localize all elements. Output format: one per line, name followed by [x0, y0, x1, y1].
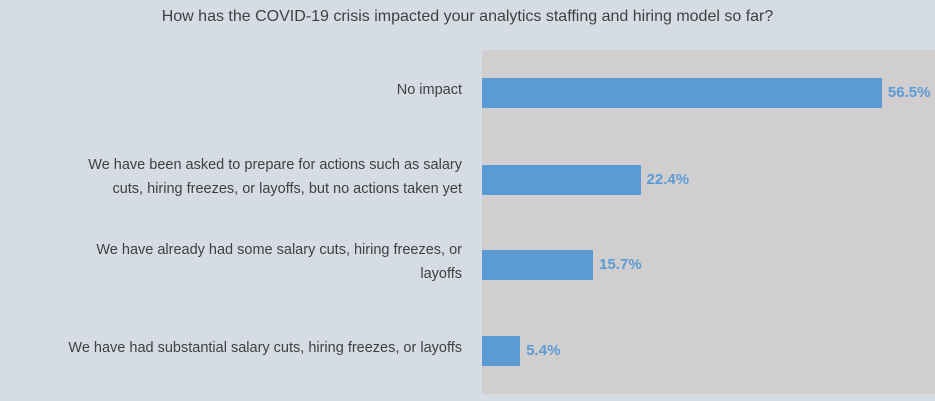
data-label: 15.7%	[599, 256, 642, 273]
category-label: We have been asked to prepare for action…	[0, 153, 462, 201]
chart-title: How has the COVID-19 crisis impacted you…	[161, 8, 774, 25]
category-label: We have already had some salary cuts, hi…	[0, 238, 462, 286]
bar	[482, 78, 882, 108]
data-label: 56.5%	[887, 84, 931, 101]
data-label: 5.4%	[526, 342, 561, 359]
category-label-line: cuts, hiring freezes, or layoffs, but no…	[112, 181, 462, 197]
bar	[482, 165, 641, 195]
category-label: We have had substantial salary cuts, hir…	[0, 336, 462, 360]
category-label-line: We have had substantial salary cuts, hir…	[68, 340, 462, 356]
bar	[482, 336, 521, 366]
category-label-line: layoffs	[420, 266, 462, 282]
category-label-line: No impact	[396, 82, 462, 98]
category-label-line: We have already had some salary cuts, hi…	[96, 242, 462, 258]
category-label: No impact	[0, 78, 462, 102]
category-label-line: We have been asked to prepare for action…	[88, 157, 462, 173]
data-label: 22.4%	[646, 171, 690, 188]
bar	[482, 250, 594, 280]
